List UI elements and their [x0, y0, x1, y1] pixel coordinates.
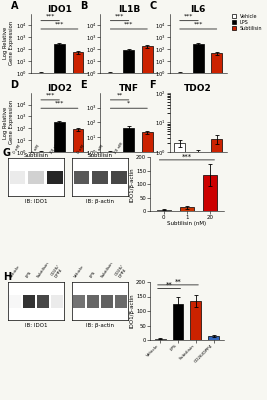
Bar — [156, 210, 171, 211]
Bar — [208, 336, 219, 340]
Y-axis label: Log Relative
Gene Expression: Log Relative Gene Expression — [3, 100, 14, 144]
Bar — [193, 152, 204, 400]
Bar — [23, 294, 35, 308]
Bar — [142, 46, 153, 400]
Title: Subtilisin: Subtilisin — [88, 153, 113, 158]
Bar — [203, 175, 217, 211]
Text: Subtilisin: Subtilisin — [36, 261, 50, 279]
Title: TNF: TNF — [119, 84, 139, 93]
Bar — [73, 294, 85, 308]
Title: IL1B: IL1B — [118, 4, 140, 14]
Y-axis label: Log Relative
Gene Expression: Log Relative Gene Expression — [3, 21, 14, 65]
Bar — [115, 294, 127, 308]
Text: 20 nM: 20 nM — [113, 142, 124, 155]
X-axis label: IB: β-actin: IB: β-actin — [86, 323, 114, 328]
X-axis label: Subtilisin (nM): Subtilisin (nM) — [167, 221, 206, 226]
Bar — [180, 208, 194, 211]
Text: **: ** — [166, 282, 172, 288]
Bar — [36, 152, 46, 400]
Text: CD26/
DPP4: CD26/ DPP4 — [114, 264, 128, 279]
Bar — [92, 170, 108, 184]
Bar — [211, 139, 222, 400]
Text: Subtilisin: Subtilisin — [100, 261, 114, 279]
Bar — [174, 143, 185, 400]
Bar — [37, 294, 49, 308]
Bar — [123, 50, 134, 400]
Text: 1 nM: 1 nM — [96, 144, 105, 155]
Text: E: E — [80, 80, 87, 90]
Text: ***: *** — [194, 22, 203, 27]
Title: IDO1: IDO1 — [47, 4, 72, 14]
Bar — [173, 304, 183, 340]
Bar — [73, 129, 83, 400]
Bar — [73, 52, 83, 400]
Bar — [51, 294, 63, 308]
Bar — [155, 338, 166, 340]
Text: 1 nM: 1 nM — [32, 144, 41, 155]
Y-axis label: IDO1/β-actin: IDO1/β-actin — [129, 167, 135, 202]
Text: H: H — [3, 272, 11, 282]
Bar — [111, 170, 127, 184]
Bar — [9, 294, 21, 308]
Title: IDO2: IDO2 — [47, 84, 72, 93]
Text: ***: *** — [184, 13, 194, 18]
Text: Vehicle: Vehicle — [73, 265, 85, 279]
Text: ***: *** — [55, 101, 64, 106]
Bar — [87, 294, 99, 308]
Text: 0 nM: 0 nM — [77, 144, 86, 155]
Bar — [105, 73, 116, 400]
Bar — [174, 73, 185, 400]
Text: C: C — [150, 0, 157, 10]
Text: A: A — [11, 0, 18, 10]
Bar — [123, 128, 134, 400]
Text: 0 nM: 0 nM — [13, 144, 22, 155]
Bar — [54, 44, 65, 400]
Text: ***: *** — [124, 22, 134, 27]
Bar — [47, 170, 62, 184]
Text: **: ** — [116, 92, 123, 98]
Bar — [36, 73, 46, 400]
Bar — [28, 170, 44, 184]
Text: ***: *** — [115, 13, 124, 18]
Text: *: * — [127, 101, 130, 106]
Bar — [101, 294, 113, 308]
Text: F: F — [150, 80, 156, 90]
Bar — [211, 53, 222, 400]
Bar — [193, 44, 204, 400]
Legend: Vehicle, LPS, Subtilisin: Vehicle, LPS, Subtilisin — [231, 13, 263, 31]
Text: D: D — [11, 80, 19, 90]
Text: B: B — [80, 0, 87, 10]
Text: LPS: LPS — [89, 271, 97, 279]
Title: Subtilisin: Subtilisin — [23, 153, 49, 158]
Title: TDO2: TDO2 — [184, 84, 212, 93]
Text: **: ** — [175, 279, 181, 285]
Bar — [54, 122, 65, 400]
Text: LPS: LPS — [25, 271, 33, 279]
Title: IL6: IL6 — [191, 4, 206, 14]
X-axis label: IB: IDO1: IB: IDO1 — [25, 323, 47, 328]
Text: ***: *** — [45, 92, 55, 98]
Y-axis label: IDO1/β-actin: IDO1/β-actin — [129, 294, 135, 328]
Bar — [74, 170, 89, 184]
Text: G: G — [3, 148, 11, 158]
Text: ***: *** — [45, 13, 55, 18]
Bar — [10, 170, 25, 184]
Bar — [190, 301, 201, 340]
Text: 20 nM: 20 nM — [49, 142, 60, 155]
Text: ***: *** — [182, 154, 192, 160]
Text: ***: *** — [55, 22, 64, 27]
Bar — [142, 132, 153, 400]
X-axis label: IB: IDO1: IB: IDO1 — [25, 199, 47, 204]
Text: Vehicle: Vehicle — [9, 265, 21, 279]
Text: CD26/
DPP4: CD26/ DPP4 — [50, 264, 64, 279]
Bar — [105, 152, 116, 400]
X-axis label: IB: β-actin: IB: β-actin — [86, 199, 114, 204]
